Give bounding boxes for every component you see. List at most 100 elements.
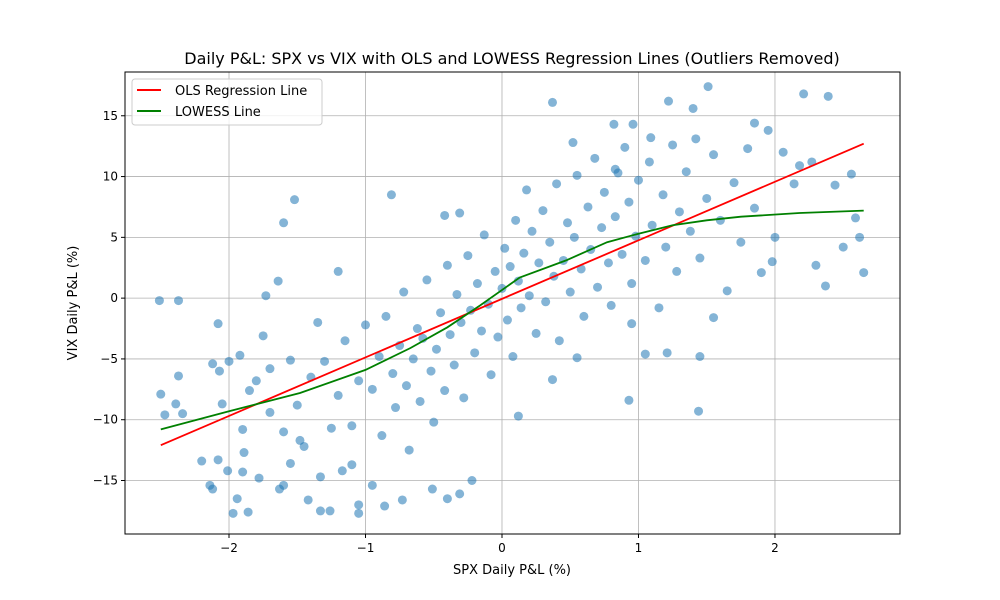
- data-point: [479, 230, 489, 240]
- grid: [125, 72, 900, 534]
- data-point: [859, 268, 869, 278]
- data-point: [681, 167, 691, 177]
- data-point: [729, 178, 739, 188]
- data-point: [455, 208, 465, 218]
- y-tick-label: −5: [100, 352, 118, 366]
- data-point: [340, 336, 350, 346]
- data-point: [261, 291, 271, 301]
- data-point: [235, 350, 245, 360]
- data-point: [452, 289, 462, 299]
- data-point: [154, 296, 164, 306]
- x-tick-label: −2: [220, 541, 238, 555]
- data-point: [851, 213, 861, 223]
- data-point: [685, 226, 695, 236]
- regression-lines: [160, 142, 865, 447]
- data-point: [508, 351, 518, 361]
- data-point: [694, 406, 704, 416]
- data-point: [855, 232, 865, 242]
- y-tick-label: 15: [103, 109, 118, 123]
- legend: OLS Regression Line LOWESS Line: [131, 78, 323, 126]
- data-point: [823, 91, 833, 101]
- data-point: [303, 495, 313, 505]
- data-point: [440, 386, 450, 396]
- data-point: [547, 97, 557, 107]
- data-point: [838, 242, 848, 252]
- data-point: [541, 297, 551, 307]
- data-point: [603, 258, 613, 268]
- data-point: [502, 315, 512, 325]
- data-point: [493, 332, 503, 342]
- legend-label-ols: OLS Regression Line: [175, 84, 307, 99]
- data-point: [380, 501, 390, 511]
- data-point: [610, 212, 620, 222]
- legend-box: [131, 78, 323, 126]
- data-point: [251, 376, 261, 386]
- data-point: [223, 466, 233, 476]
- data-point: [569, 232, 579, 242]
- data-point: [427, 484, 437, 494]
- data-point: [703, 82, 713, 92]
- data-point: [455, 489, 465, 499]
- data-point: [412, 324, 422, 334]
- data-point: [674, 207, 684, 217]
- data-point: [265, 407, 275, 417]
- data-point: [279, 218, 289, 228]
- data-point: [820, 281, 830, 291]
- plot-frame: [124, 71, 901, 535]
- data-point: [534, 258, 544, 268]
- data-point: [572, 353, 582, 363]
- data-point: [590, 153, 600, 163]
- data-point: [449, 360, 459, 370]
- data-point: [320, 356, 330, 366]
- data-point: [583, 202, 593, 212]
- data-point: [431, 344, 441, 354]
- lowess-line: [160, 209, 864, 431]
- data-point: [388, 369, 398, 379]
- data-point: [377, 431, 387, 441]
- data-point: [715, 215, 725, 225]
- data-point: [709, 150, 719, 160]
- data-point: [397, 495, 407, 505]
- data-point: [213, 319, 223, 329]
- data-point: [399, 287, 409, 297]
- data-point: [811, 260, 821, 270]
- data-point: [367, 480, 377, 490]
- x-axis-label: SPX Daily P&L (%): [453, 563, 571, 578]
- data-point: [243, 507, 253, 517]
- y-tick-label: 10: [103, 170, 118, 184]
- data-point: [617, 249, 627, 259]
- data-point: [208, 484, 218, 494]
- data-point: [778, 147, 788, 157]
- scatter-points: [154, 82, 869, 518]
- y-tick-label: 5: [110, 230, 118, 244]
- legend-label-lowess: LOWESS Line: [175, 105, 261, 120]
- data-point: [662, 348, 672, 358]
- data-point: [472, 279, 482, 289]
- data-point: [337, 466, 347, 476]
- data-point: [391, 403, 401, 413]
- data-point: [171, 399, 181, 409]
- data-point: [538, 206, 548, 216]
- data-point: [505, 262, 515, 272]
- data-point: [756, 268, 766, 278]
- data-point: [333, 390, 343, 400]
- data-point: [767, 257, 777, 267]
- data-point: [426, 366, 436, 376]
- data-point: [477, 326, 487, 336]
- data-point: [156, 389, 166, 399]
- data-point: [463, 251, 473, 261]
- data-point: [381, 311, 391, 321]
- data-point: [440, 210, 450, 220]
- data-point: [197, 456, 207, 466]
- data-point: [511, 215, 521, 225]
- data-point: [224, 356, 234, 366]
- data-point: [749, 118, 759, 128]
- data-point: [486, 370, 496, 380]
- data-point: [217, 399, 227, 409]
- data-point: [265, 364, 275, 374]
- data-point: [174, 296, 184, 306]
- data-point: [647, 220, 657, 230]
- x-tick-label: 0: [498, 541, 506, 555]
- data-point: [627, 319, 637, 329]
